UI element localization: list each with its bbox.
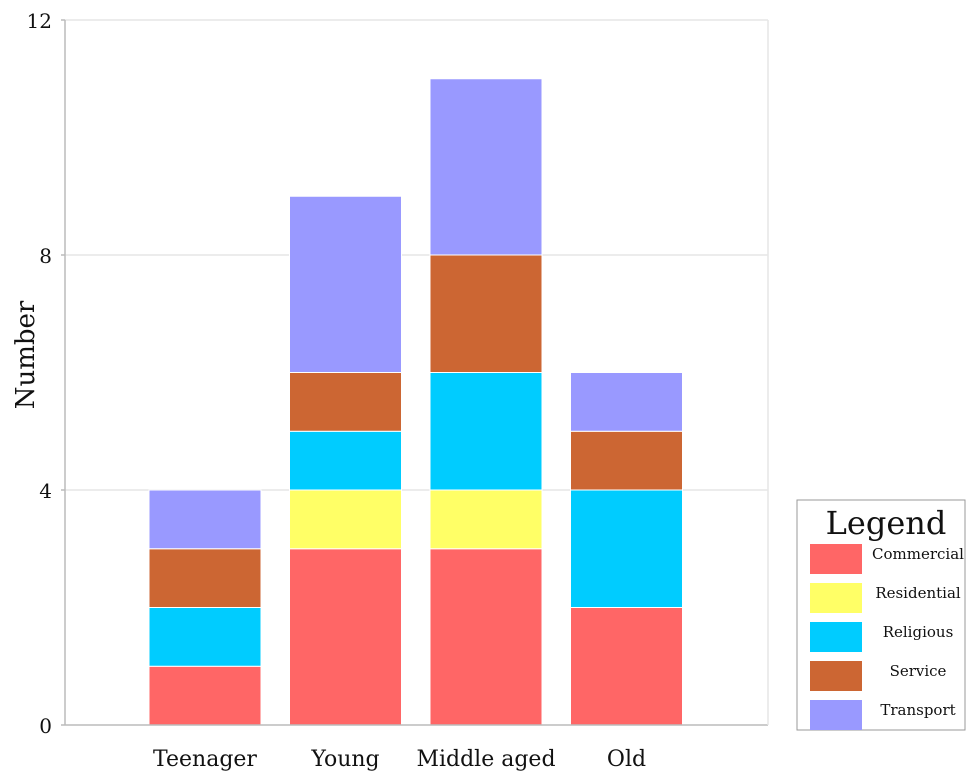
bar-segment [148,607,262,667]
x-tick-label: Middle aged [416,747,555,772]
legend-label: Commercial [872,545,964,563]
bar-segment [429,254,543,373]
y-axis-label: Number [11,300,41,409]
legend-label: Residential [875,584,961,602]
x-tick-label: Teenager [153,747,257,772]
bar-segment [429,489,543,550]
tick-labels: Teenager Young Middle aged Old 0 4 8 12 [27,9,647,772]
bar-segment [289,548,402,726]
legend-label: Transport [880,701,955,719]
bar-segment [289,489,402,550]
bar-segment [148,548,262,608]
x-tick-label: Young [310,747,379,772]
y-tick-label: 0 [39,714,52,738]
y-tick-label: 12 [27,9,52,33]
bar-segment [570,430,683,491]
bar-segment [429,78,543,256]
bar-segment [148,489,262,550]
bar-segment [570,607,683,726]
legend-swatch [810,700,862,730]
legend-box [796,499,966,731]
bar-segment [429,548,543,726]
legend-label: Religious [883,623,954,641]
bars [148,78,683,726]
bar-segment [289,430,402,491]
legend-swatch [810,583,862,613]
y-tick-label: 8 [39,244,52,268]
x-tick-label: Old [607,747,646,772]
legend: Legend Commercial Residential Religious Ser… [796,499,966,731]
axes [61,19,769,726]
legend-items: Commercial Residential Religious Service Tra… [810,544,964,730]
legend-swatch [810,544,862,574]
legend-swatch [810,661,862,691]
legend-swatch [810,622,862,652]
bar-segment [570,489,683,608]
bar-segment [148,665,262,726]
legend-title: Legend [826,504,947,542]
bar-segment [289,195,402,373]
bar-segment [429,372,543,491]
y-tick-label: 4 [39,479,52,503]
bar-segment [570,372,683,432]
bar-segment [289,372,402,432]
legend-label: Service [890,662,947,680]
